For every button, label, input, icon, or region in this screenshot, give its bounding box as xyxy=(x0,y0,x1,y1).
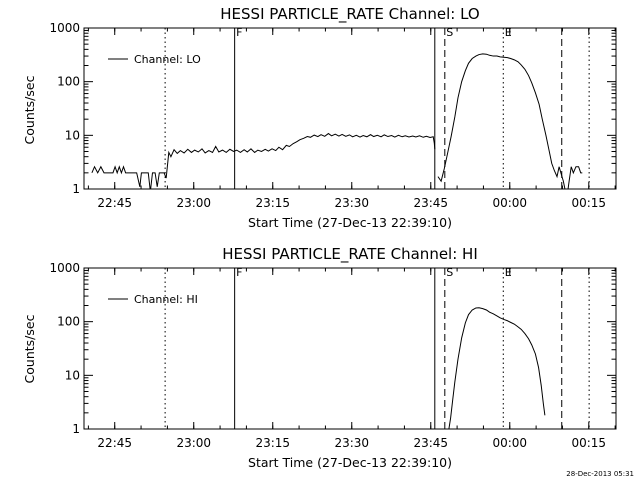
marker-label-F-lo: F xyxy=(236,26,242,39)
y-tick-label-lo: 100 xyxy=(57,75,80,89)
y-axis-label-lo: Counts/sec xyxy=(22,75,37,144)
x-tick-label-hi: 00:15 xyxy=(571,436,606,450)
legend-label-hi: Channel: HI xyxy=(134,293,198,306)
x-tick-label-hi: 23:15 xyxy=(255,436,290,450)
y-tick-label-hi: 100 xyxy=(57,315,80,329)
panel-channel-hi: HESSI PARTICLE_RATE Channel: HI Start Ti… xyxy=(22,245,617,470)
y-axis-label-hi: Counts/sec xyxy=(22,314,37,383)
chart-title-hi: HESSI PARTICLE_RATE Channel: HI xyxy=(222,245,478,264)
series-line-lo-1 xyxy=(437,53,583,189)
x-tick-label-lo: 23:45 xyxy=(413,196,448,210)
y-tick-label-hi: 1 xyxy=(72,422,80,436)
series-line-hi-0 xyxy=(448,307,546,429)
x-tick-label-lo: 23:00 xyxy=(176,196,211,210)
x-tick-label-hi: 23:00 xyxy=(176,436,211,450)
x-tick-label-lo: 23:15 xyxy=(255,196,290,210)
panel-channel-lo: HESSI PARTICLE_RATE Channel: LO Start Ti… xyxy=(22,5,617,230)
x-tick-label-lo: 23:30 xyxy=(334,196,369,210)
x-tick-label-hi: 00:00 xyxy=(492,436,527,450)
y-tick-label-hi: 1000 xyxy=(49,261,80,275)
y-tick-label-hi: 10 xyxy=(65,368,80,382)
marker-label-E-lo: E xyxy=(505,26,512,39)
x-axis-label-lo: Start Time (27-Dec-13 22:39:10) xyxy=(248,215,452,230)
x-tick-label-lo: 00:00 xyxy=(492,196,527,210)
marker-label-F-hi: F xyxy=(236,266,242,279)
x-tick-label-lo: 00:15 xyxy=(571,196,606,210)
series-line-lo-0 xyxy=(91,132,436,189)
plot-frame-hi xyxy=(83,267,617,430)
x-tick-label-hi: 23:30 xyxy=(334,436,369,450)
chart-title-lo: HESSI PARTICLE_RATE Channel: LO xyxy=(220,5,479,24)
y-tick-label-lo: 10 xyxy=(65,128,80,142)
x-axis-label-hi: Start Time (27-Dec-13 22:39:10) xyxy=(248,455,452,470)
y-tick-label-lo: 1 xyxy=(72,182,80,196)
marker-label-S-lo: S xyxy=(446,26,453,39)
x-tick-label-lo: 22:45 xyxy=(97,196,132,210)
x-tick-label-hi: 23:45 xyxy=(413,436,448,450)
plot-frame-lo xyxy=(83,27,617,190)
x-tick-label-hi: 22:45 xyxy=(97,436,132,450)
marker-label-S-hi: S xyxy=(446,266,453,279)
y-tick-label-lo: 1000 xyxy=(49,21,80,35)
legend-label-lo: Channel: LO xyxy=(134,53,201,66)
generated-timestamp: 28-Dec-2013 05:31 xyxy=(566,470,634,478)
marker-label-E-hi: E xyxy=(505,266,512,279)
